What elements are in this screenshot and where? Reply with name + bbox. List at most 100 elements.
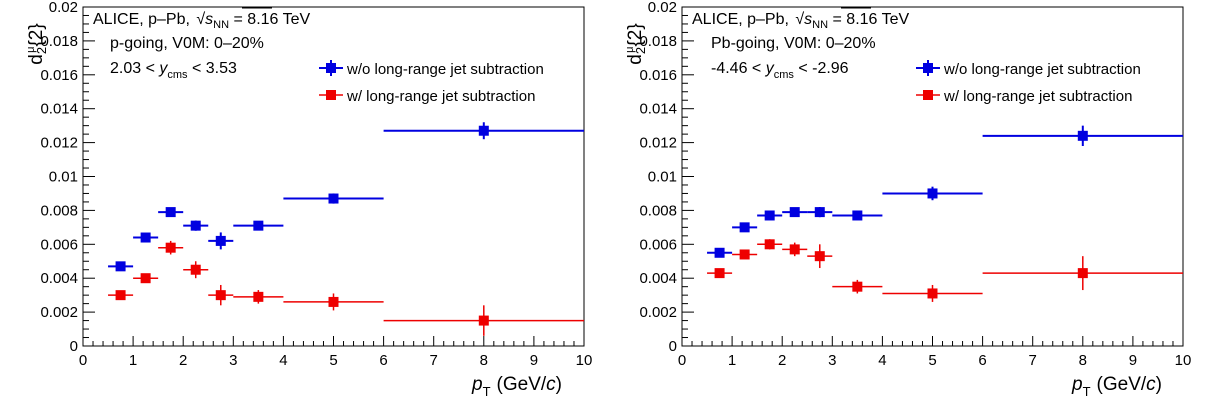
y-tick-label-right: 0.012 <box>639 135 677 152</box>
y-tick-label-right: 0.004 <box>639 270 677 287</box>
x-tick-label-right: 5 <box>928 352 936 369</box>
data-point-with-left <box>140 273 151 284</box>
y-tick-label-right: 0.016 <box>639 67 677 84</box>
x-tick-label-left: 3 <box>229 352 237 369</box>
y-tick-label-right: 0.008 <box>639 202 677 219</box>
y-tick-label-right: 0.006 <box>639 236 677 253</box>
x-tick-label-left: 10 <box>576 352 593 369</box>
legend-label-without-right: w/o long-range jet subtraction <box>943 61 1141 78</box>
data-point-without-left <box>478 125 489 136</box>
y-tick-label-right: 0 <box>669 338 677 355</box>
y-tick-label-left: 0.002 <box>40 304 78 321</box>
data-point-with-left <box>253 291 264 302</box>
data-point-with-left <box>478 315 489 326</box>
data-point-without-left <box>190 220 201 231</box>
legend-marker-with-left <box>326 90 336 100</box>
y-tick-label-right: 0.018 <box>639 33 677 50</box>
legend-label-with-right: w/ long-range jet subtraction <box>943 88 1132 105</box>
y-tick-label-left: 0.004 <box>40 270 78 287</box>
x-tick-label-left: 0 <box>79 352 87 369</box>
data-point-with-right <box>852 281 863 292</box>
x-tick-label-left: 8 <box>480 352 488 369</box>
data-point-with-left <box>190 264 201 275</box>
legend-marker-without-left <box>326 63 336 73</box>
y-tick-label-left: 0.016 <box>40 67 78 84</box>
x-tick-label-right: 7 <box>1029 352 1037 369</box>
annotation-selection-left: p-going, V0M: 0–20% <box>110 35 264 52</box>
data-point-without-right <box>714 247 725 258</box>
legend-label-without-left: w/o long-range jet subtraction <box>346 61 544 78</box>
y-tick-label-left: 0.02 <box>49 0 78 16</box>
y-tick-label-left: 0.014 <box>40 101 78 118</box>
x-tick-label-right: 2 <box>778 352 786 369</box>
y-tick-label-right: 0.002 <box>639 304 677 321</box>
plot-area-left: 0 1 2 3 4 5 6 7 8 9 10 0 0.002 0.004 0.006 0.008 0.01 0.0… <box>40 0 592 369</box>
data-point-without-left <box>165 207 176 218</box>
x-tick-label-left: 6 <box>379 352 387 369</box>
x-tick-label-right: 1 <box>728 352 736 369</box>
data-point-with-right <box>739 249 750 260</box>
data-point-without-right <box>852 210 863 221</box>
x-tick-label-right: 9 <box>1129 352 1137 369</box>
x-tick-label-left: 4 <box>279 352 287 369</box>
y-tick-label-right: 0.014 <box>639 101 677 118</box>
data-point-with-left <box>165 242 176 253</box>
x-tick-label-right: 0 <box>678 352 686 369</box>
x-tick-label-right: 4 <box>878 352 886 369</box>
data-point-with-left <box>115 290 126 301</box>
y-tick-label-left: 0.018 <box>40 33 78 50</box>
data-point-without-right <box>927 188 938 199</box>
legend-left: w/o long-range jet subtraction w/ long-r… <box>319 60 544 105</box>
annotation-system-left: ALICE, p–Pb, √sNN = 8.16 TeV <box>93 11 310 31</box>
y-axis-title-left: d2μ{2} <box>25 23 49 64</box>
y-tick-label-right: 0.01 <box>648 169 677 186</box>
data-point-without-left <box>140 232 151 243</box>
plot-area-right: 0 1 2 3 4 5 6 7 8 9 10 0 0.002 0.004 0.006 0.008 0.01 0.0… <box>639 0 1191 369</box>
panel-left: 0 1 2 3 4 5 6 7 8 9 10 0 0.002 0.004 0.006 0.008 0.01 0.0… <box>25 0 592 399</box>
data-point-without-right <box>739 222 750 233</box>
data-point-with-right <box>789 244 800 255</box>
data-point-with-right <box>1077 268 1088 279</box>
data-point-without-right <box>814 207 825 218</box>
data-point-without-left <box>215 235 226 246</box>
y-tick-label-left: 0.012 <box>40 135 78 152</box>
x-tick-label-right: 3 <box>828 352 836 369</box>
x-tick-label-right: 10 <box>1175 352 1192 369</box>
x-tick-label-left: 2 <box>179 352 187 369</box>
data-point-with-right <box>764 239 775 250</box>
y-tick-label-left: 0.008 <box>40 202 78 219</box>
y-tick-label-left: 0.006 <box>40 236 78 253</box>
y-axis-title-right: d2μ{2} <box>624 23 648 64</box>
x-axis-title-right: pT (GeV/c) <box>1071 374 1162 399</box>
data-point-without-right <box>789 207 800 218</box>
legend-label-with-left: w/ long-range jet subtraction <box>346 88 535 105</box>
data-point-with-right <box>714 268 725 279</box>
annotation-selection-right: Pb-going, V0M: 0–20% <box>711 35 876 52</box>
x-tick-label-left: 7 <box>430 352 438 369</box>
legend-marker-with-right <box>923 90 933 100</box>
legend-marker-without-right <box>923 63 933 73</box>
x-tick-label-left: 5 <box>329 352 337 369</box>
data-point-without-right <box>764 210 775 221</box>
data-point-without-left <box>115 261 126 272</box>
data-point-without-right <box>1077 130 1088 141</box>
data-point-with-right <box>814 251 825 262</box>
data-point-with-right <box>927 288 938 299</box>
legend-right: w/o long-range jet subtraction w/ long-r… <box>916 60 1141 105</box>
annotation-system-right: ALICE, p–Pb, √sNN = 8.16 TeV <box>692 11 909 31</box>
x-tick-label-right: 6 <box>978 352 986 369</box>
data-point-without-left <box>253 220 264 231</box>
y-tick-label-left: 0.01 <box>49 169 78 186</box>
data-point-without-left <box>328 193 339 204</box>
x-tick-label-left: 1 <box>129 352 137 369</box>
x-tick-label-right: 8 <box>1079 352 1087 369</box>
y-tick-label-left: 0 <box>70 338 78 355</box>
data-point-with-left <box>328 296 339 307</box>
annotation-rapidity-right: -4.46 < ycms < -2.96 <box>711 60 849 81</box>
x-tick-label-left: 9 <box>530 352 538 369</box>
annotation-rapidity-left: 2.03 < ycms < 3.53 <box>110 60 237 81</box>
y-tick-label-right: 0.02 <box>648 0 677 16</box>
x-axis-title-left: pT (GeV/c) <box>471 374 562 399</box>
panel-right: 0 1 2 3 4 5 6 7 8 9 10 0 0.002 0.004 0.006 0.008 0.01 0.0… <box>624 0 1191 399</box>
